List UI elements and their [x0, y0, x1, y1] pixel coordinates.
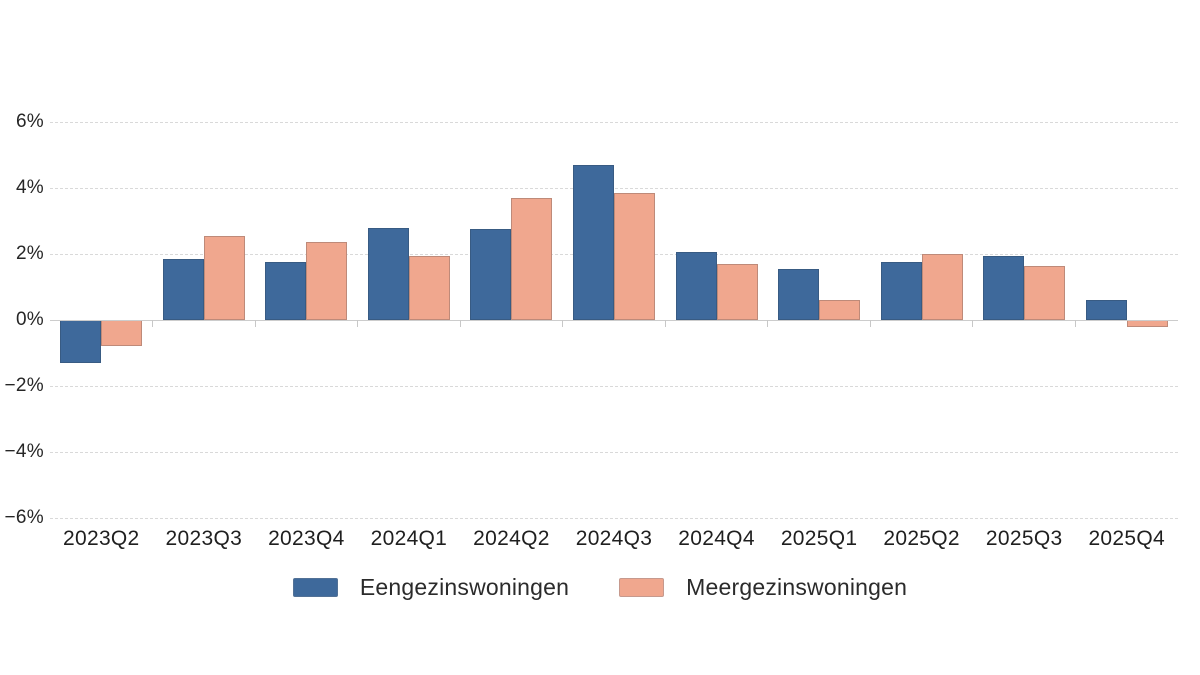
y-tick-label-−2%: −2% — [4, 375, 44, 396]
bar-eengezinswoningen-2023Q3[interactable] — [162, 258, 204, 320]
bar-meergezinswoningen-2025Q2[interactable] — [921, 254, 963, 320]
bar-eengezinswoningen-2025Q3[interactable] — [983, 255, 1025, 320]
legend-label-meergezinswoningen: Meergezinswoningen — [686, 573, 908, 600]
x-axis-tick — [972, 320, 974, 327]
legend-swatch-meergezinswoningen — [619, 577, 665, 597]
bar-eengezinswoningen-2024Q1[interactable] — [367, 227, 409, 320]
y-tick-label-4%: 4% — [15, 177, 44, 198]
legend-swatch-eengezinswoningen — [292, 577, 338, 597]
x-axis-tick — [152, 320, 154, 327]
bar-meergezinswoningen-2024Q2[interactable] — [511, 197, 553, 320]
x-axis-tick — [562, 320, 564, 327]
x-tick-label-2023Q2: 2023Q2 — [63, 527, 140, 550]
x-axis-tick — [357, 320, 359, 327]
bar-meergezinswoningen-2023Q2[interactable] — [101, 320, 143, 347]
gridline-6% — [50, 121, 1178, 123]
y-tick-label-2%: 2% — [15, 243, 44, 264]
bar-meergezinswoningen-2023Q3[interactable] — [203, 235, 245, 320]
bar-eengezinswoningen-2024Q2[interactable] — [470, 229, 512, 320]
bar-meergezinswoningen-2025Q3[interactable] — [1024, 265, 1066, 320]
bar-eengezinswoningen-2025Q4[interactable] — [1085, 300, 1127, 320]
legend-item-eengezinswoningen[interactable]: Eengezinswoningen — [292, 573, 570, 601]
legend-item-meergezinswoningen[interactable]: Meergezinswoningen — [619, 574, 907, 601]
x-tick-label-2025Q3: 2025Q3 — [985, 527, 1063, 550]
y-tick-label-−6%: −6% — [4, 507, 44, 528]
gridline-−4% — [50, 451, 1178, 453]
bar-meergezinswoningen-2024Q4[interactable] — [716, 263, 758, 320]
x-tick-label-2024Q3: 2024Q3 — [575, 527, 653, 550]
x-axis-tick — [459, 320, 461, 327]
bar-meergezinswoningen-2025Q1[interactable] — [819, 300, 861, 320]
y-tick-label-0%: 0% — [15, 309, 44, 330]
plot-area — [50, 121, 1178, 519]
x-tick-label-2023Q4: 2023Q4 — [268, 527, 345, 550]
bar-meergezinswoningen-2024Q1[interactable] — [408, 255, 450, 320]
bar-eengezinswoningen-2024Q4[interactable] — [675, 252, 717, 320]
x-tick-label-2023Q3: 2023Q3 — [165, 527, 243, 550]
x-tick-label-2024Q1: 2024Q1 — [370, 527, 448, 550]
legend: Eengezinswoningen Meergezinswoningen — [0, 569, 1200, 605]
x-axis-tick — [767, 320, 769, 327]
bar-eengezinswoningen-2023Q4[interactable] — [265, 262, 307, 320]
x-axis-tick — [1074, 320, 1076, 327]
gridline-4% — [50, 187, 1178, 189]
bar-eengezinswoningen-2025Q2[interactable] — [880, 262, 922, 320]
x-tick-label-2025Q1: 2025Q1 — [780, 527, 858, 550]
legend-label-eengezinswoningen: Eengezinswoningen — [359, 573, 570, 600]
bar-meergezinswoningen-2024Q3[interactable] — [614, 192, 655, 320]
y-tick-label-−4%: −4% — [4, 441, 44, 462]
x-tick-label-2025Q4: 2025Q4 — [1088, 527, 1165, 550]
gridline-−2% — [50, 385, 1178, 387]
x-tick-label-2024Q4: 2024Q4 — [678, 527, 755, 550]
bar-eengezinswoningen-2025Q1[interactable] — [778, 268, 820, 320]
bar-eengezinswoningen-2024Q3[interactable] — [573, 164, 614, 320]
x-axis-tick — [254, 320, 256, 327]
x-tick-label-2024Q2: 2024Q2 — [473, 527, 550, 550]
bar-meergezinswoningen-2025Q4[interactable] — [1126, 320, 1168, 327]
y-tick-label-6%: 6% — [15, 111, 44, 132]
x-axis-tick — [664, 320, 666, 327]
gridline-−6% — [50, 517, 1178, 519]
zero-axis-line — [50, 319, 1178, 321]
x-tick-label-2025Q2: 2025Q2 — [883, 527, 960, 550]
x-axis-tick — [869, 320, 871, 327]
bar-eengezinswoningen-2023Q2[interactable] — [60, 320, 102, 363]
bar-meergezinswoningen-2023Q4[interactable] — [306, 242, 348, 320]
